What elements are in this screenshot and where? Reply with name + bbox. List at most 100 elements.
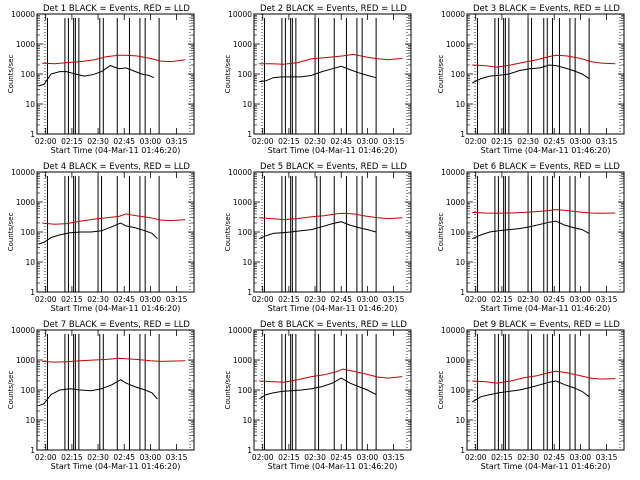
x-tick-label: 02:15 — [278, 295, 300, 304]
x-tick-label: 02:30 — [517, 453, 539, 462]
y-tick-label: 10 — [25, 416, 35, 425]
x-tick-label: 03:15 — [596, 137, 618, 146]
x-tick-label: 02:00 — [252, 453, 274, 462]
x-tick-label: 03:00 — [140, 137, 162, 146]
x-tick-label: 03:15 — [166, 295, 188, 304]
detector-panel-1: Det 1 BLACK = Events, RED = LLD 1 10 100 100… — [7, 4, 195, 155]
y-tick-label: 100 — [238, 386, 253, 395]
y-tick-label: 100 — [451, 386, 466, 395]
x-tick-label: 03:15 — [596, 295, 618, 304]
y-tick-label: 100 — [451, 70, 466, 79]
events-series-line — [38, 379, 158, 407]
x-tick-label: 02:45 — [113, 295, 135, 304]
x-tick-label: 02:00 — [252, 295, 274, 304]
events-series-line — [472, 220, 590, 240]
detector-panel-3: Det 3 BLACK = Events, RED = LLD 1 10 100 100… — [437, 4, 625, 155]
y-tick-label: 1000 — [446, 198, 465, 207]
x-tick-label: 02:15 — [61, 137, 83, 146]
y-tick-label: 1 — [247, 446, 252, 455]
x-axis-label: Start Time (04-Mar-11 01:46:20) — [51, 146, 181, 155]
panel-title: Det 9 BLACK = Events, RED = LLD — [473, 320, 620, 330]
y-tick-label: 1 — [30, 130, 35, 139]
x-tick-label: 03:00 — [357, 453, 379, 462]
y-tick-label: 10 — [25, 258, 35, 267]
y-tick-label: 1 — [30, 288, 35, 297]
x-tick-label: 02:15 — [61, 295, 83, 304]
x-tick-label: 02:30 — [87, 137, 109, 146]
x-tick-label: 02:45 — [330, 295, 352, 304]
y-tick-label: 100 — [21, 228, 36, 237]
y-tick-label: 1000 — [16, 198, 35, 207]
y-tick-label: 10000 — [228, 10, 252, 19]
x-tick-label: 02:30 — [87, 295, 109, 304]
y-axis-label: Counts/sec — [224, 371, 232, 410]
y-axis-label: Counts/sec — [437, 213, 445, 252]
x-tick-label: 02:00 — [252, 137, 274, 146]
y-tick-label: 1 — [460, 446, 465, 455]
y-tick-label: 10000 — [11, 168, 35, 177]
plot-frame — [253, 13, 412, 135]
panel-title: Det 5 BLACK = Events, RED = LLD — [260, 162, 407, 172]
x-axis-label: Start Time (04-Mar-11 01:46:20) — [481, 462, 611, 471]
events-series-line — [38, 222, 158, 245]
y-tick-label: 1 — [460, 288, 465, 297]
y-tick-label: 1000 — [233, 40, 252, 49]
x-tick-label: 02:45 — [543, 295, 565, 304]
y-tick-label: 100 — [21, 386, 36, 395]
y-tick-label: 100 — [238, 228, 253, 237]
x-tick-label: 02:45 — [330, 453, 352, 462]
x-tick-label: 02:15 — [278, 453, 300, 462]
x-tick-label: 02:45 — [113, 137, 135, 146]
x-tick-label: 02:45 — [543, 137, 565, 146]
panel-title: Det 8 BLACK = Events, RED = LLD — [260, 320, 407, 330]
x-axis-label: Start Time (04-Mar-11 01:46:20) — [51, 462, 181, 471]
x-tick-label: 02:30 — [517, 137, 539, 146]
x-tick-label: 02:00 — [465, 453, 487, 462]
plot-frame — [36, 171, 195, 293]
x-tick-label: 02:30 — [517, 295, 539, 304]
y-tick-label: 1 — [30, 446, 35, 455]
y-axis-label: Counts/sec — [224, 213, 232, 252]
y-tick-label: 1000 — [233, 356, 252, 365]
detector-panel-6: Det 6 BLACK = Events, RED = LLD 1 10 100 100… — [437, 162, 625, 313]
x-tick-label: 03:15 — [166, 453, 188, 462]
y-axis-label: Counts/sec — [7, 213, 15, 252]
x-tick-label: 02:00 — [35, 295, 57, 304]
y-tick-label: 10 — [455, 100, 465, 109]
x-tick-label: 02:00 — [35, 453, 57, 462]
y-axis-label: Counts/sec — [7, 371, 15, 410]
x-tick-label: 02:30 — [304, 137, 326, 146]
x-axis-label: Start Time (04-Mar-11 01:46:20) — [481, 304, 611, 313]
y-tick-label: 10 — [455, 416, 465, 425]
plot-frame — [36, 13, 195, 135]
y-tick-label: 10000 — [441, 326, 465, 335]
x-tick-label: 03:00 — [357, 295, 379, 304]
y-axis-label: Counts/sec — [7, 55, 15, 94]
plot-frame — [253, 171, 412, 293]
x-tick-label: 03:15 — [383, 453, 405, 462]
events-series-line — [259, 65, 377, 83]
x-axis-label: Start Time (04-Mar-11 01:46:20) — [268, 462, 398, 471]
detector-panel-2: Det 2 BLACK = Events, RED = LLD 1 10 100 100… — [224, 4, 412, 155]
x-tick-label: 03:00 — [357, 137, 379, 146]
lld-series-line — [259, 212, 403, 221]
detector-panel-5: Det 5 BLACK = Events, RED = LLD 1 10 100 100… — [224, 162, 412, 313]
panel-title: Det 4 BLACK = Events, RED = LLD — [43, 162, 190, 172]
y-tick-label: 1000 — [16, 40, 35, 49]
y-axis-label: Counts/sec — [224, 55, 232, 94]
y-tick-label: 1 — [247, 130, 252, 139]
detector-panel-9: Det 9 BLACK = Events, RED = LLD 1 10 100 100… — [437, 320, 625, 471]
x-tick-label: 02:45 — [330, 137, 352, 146]
x-axis-label: Start Time (04-Mar-11 01:46:20) — [268, 304, 398, 313]
x-axis-label: Start Time (04-Mar-11 01:46:20) — [51, 304, 181, 313]
y-axis-label: Counts/sec — [437, 55, 445, 94]
events-series-line — [471, 380, 590, 403]
plot-frame — [466, 329, 625, 451]
detector-panel-7: Det 7 BLACK = Events, RED = LLD 1 10 100 100… — [7, 320, 195, 471]
y-tick-label: 1000 — [16, 356, 35, 365]
y-tick-label: 1000 — [446, 356, 465, 365]
y-tick-label: 10000 — [441, 168, 465, 177]
x-tick-label: 02:15 — [278, 137, 300, 146]
x-tick-label: 03:15 — [383, 295, 405, 304]
lld-series-line — [259, 368, 403, 383]
